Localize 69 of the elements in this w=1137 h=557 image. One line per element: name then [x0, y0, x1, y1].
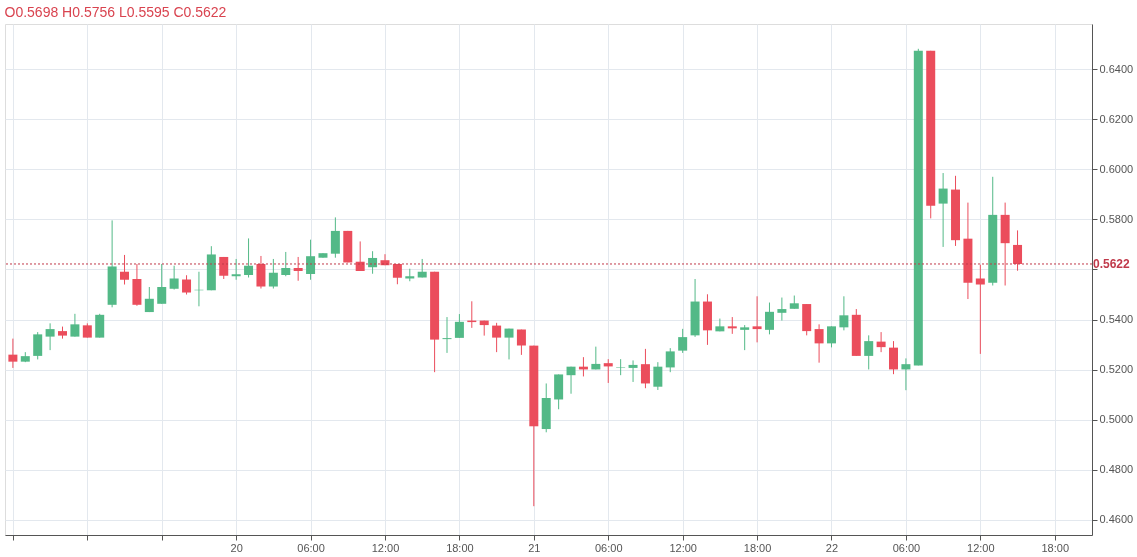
candlestick — [306, 239, 316, 281]
y-tick-label: 0.5000 — [1099, 413, 1134, 426]
candlestick — [231, 258, 241, 281]
candlestick — [281, 251, 291, 277]
candlestick — [889, 340, 899, 375]
candlestick — [454, 313, 464, 339]
candlestick — [814, 323, 824, 364]
x-tick-label: 18:00 — [446, 541, 474, 554]
candlestick — [492, 322, 502, 353]
y-tick-label: 0.6400 — [1099, 62, 1134, 75]
candlestick — [628, 359, 638, 383]
candlestick — [330, 216, 340, 259]
candlestick — [144, 286, 154, 313]
candlestick — [640, 348, 650, 389]
candlestick — [665, 347, 675, 373]
candlestick — [182, 274, 192, 296]
candlestick — [95, 313, 105, 339]
x-tick-label: 20 — [230, 541, 243, 554]
y-tick-label: 0.6000 — [1099, 162, 1134, 175]
y-tick-label: 0.6200 — [1099, 112, 1134, 125]
candlestick — [864, 334, 874, 370]
candlestick — [603, 358, 613, 384]
candlestick — [244, 237, 254, 278]
candlestick — [516, 329, 526, 356]
candlestick — [752, 295, 762, 343]
x-tick-label: 18:00 — [1041, 541, 1070, 554]
y-tick-label: 0.5400 — [1099, 313, 1134, 326]
candlestick — [293, 256, 303, 282]
candlestick — [715, 318, 725, 332]
candlestick — [901, 357, 911, 391]
x-tick-label: 06:00 — [594, 541, 623, 554]
candlestick — [8, 338, 18, 369]
chart-title: O0.5698 H0.5756 L0.5595 C0.5622 — [4, 4, 227, 20]
candlestick — [566, 366, 576, 395]
candlestick — [256, 255, 266, 290]
x-tick-label: 18:00 — [743, 541, 772, 554]
x-tick-label: 12:00 — [967, 541, 995, 554]
candlestick — [839, 295, 849, 331]
candlestick — [740, 324, 750, 351]
y-tick-label: 0.4800 — [1099, 463, 1134, 476]
candlestick — [1013, 229, 1023, 272]
candlestick — [442, 316, 452, 354]
candlestick — [504, 328, 514, 360]
candlestick — [678, 328, 688, 354]
x-tick-label: 06:00 — [892, 541, 921, 554]
ref-line-label: 0.5622 — [1093, 256, 1131, 271]
candlestick — [268, 258, 278, 290]
candlestick — [938, 172, 948, 248]
candlestick — [169, 265, 179, 291]
y-tick-label: 0.4600 — [1099, 513, 1134, 526]
x-tick-label: 06:00 — [297, 541, 325, 554]
candlestick — [157, 263, 167, 305]
candlestick — [120, 254, 130, 286]
candlestick — [876, 331, 886, 353]
candlestick — [975, 264, 985, 355]
x-tick-label: 22 — [825, 541, 839, 554]
y-tick-label: 0.5200 — [1099, 363, 1134, 376]
candlestick — [33, 331, 43, 360]
candlestick — [45, 322, 55, 351]
y-tick-label: 0.5800 — [1099, 212, 1134, 225]
x-tick-label: 12:00 — [669, 541, 697, 554]
x-tick-label: 21 — [528, 541, 541, 554]
candlestick — [777, 297, 787, 322]
candlestick — [827, 325, 836, 348]
x-tick-label: 12:00 — [371, 541, 400, 554]
candlestick — [70, 313, 80, 338]
candlestick — [764, 302, 774, 335]
candlestick — [653, 361, 663, 391]
candlestick — [616, 358, 626, 376]
